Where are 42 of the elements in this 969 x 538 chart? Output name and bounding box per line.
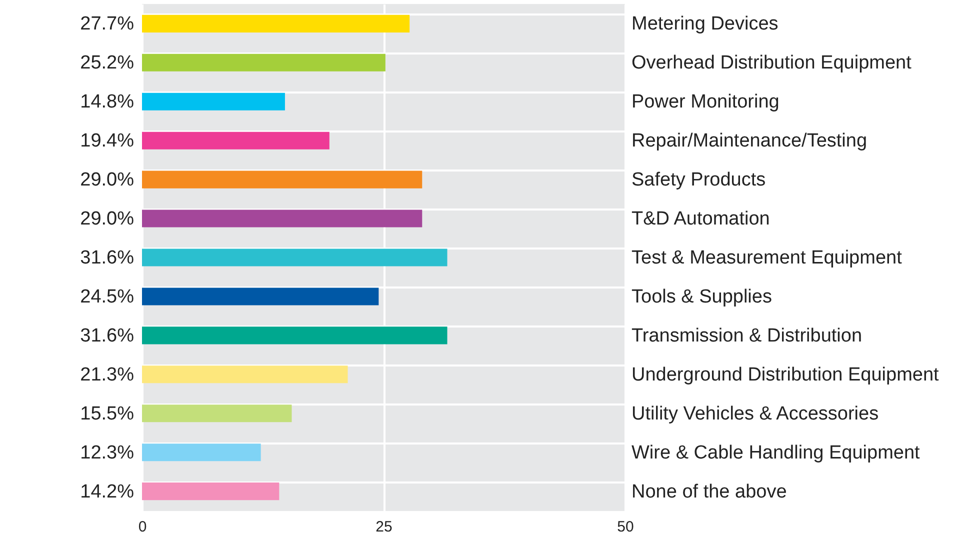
y-tick-label: None of the above xyxy=(632,481,787,502)
bar xyxy=(142,210,422,228)
data-label: 15.5% xyxy=(80,403,134,424)
y-tick-label: Tools & Supplies xyxy=(632,286,772,308)
bar xyxy=(142,288,379,306)
bar xyxy=(142,326,448,344)
y-tick-label: Safety Products xyxy=(632,170,766,191)
data-label: 27.7% xyxy=(80,14,134,35)
data-label: 14.2% xyxy=(80,481,134,502)
bar xyxy=(142,92,285,110)
data-label: 24.5% xyxy=(80,286,134,308)
y-tick-label: Wire & Cable Handling Equipment xyxy=(632,442,921,464)
bar xyxy=(142,14,410,32)
y-tick-label: Metering Devices xyxy=(632,14,778,35)
bar xyxy=(142,366,348,384)
y-tick-label: Underground Distribution Equipment xyxy=(632,364,940,386)
data-label: 14.8% xyxy=(80,92,134,113)
data-label: 12.3% xyxy=(80,442,134,464)
data-label: 25.2% xyxy=(80,52,134,74)
bar xyxy=(142,444,261,462)
y-tick-label: Test & Measurement Equipment xyxy=(632,248,903,268)
data-label: 31.6% xyxy=(80,248,134,268)
data-label: 19.4% xyxy=(80,130,134,152)
bar xyxy=(142,132,330,150)
x-tick-label: 0 xyxy=(138,518,147,536)
y-tick-label: T&D Automation xyxy=(632,208,770,230)
bar xyxy=(142,248,448,266)
data-label: 29.0% xyxy=(80,170,134,191)
y-tick-label: Power Monitoring xyxy=(632,92,780,113)
bar xyxy=(142,404,292,422)
x-tick-label: 50 xyxy=(617,518,634,536)
y-tick-label: Transmission & Distribution xyxy=(632,325,862,346)
data-label: 29.0% xyxy=(80,208,134,230)
bar xyxy=(142,54,386,72)
data-label: 21.3% xyxy=(80,364,134,386)
y-tick-label: Repair/Maintenance/Testing xyxy=(632,130,868,152)
y-tick-label: Overhead Distribution Equipment xyxy=(632,52,912,74)
data-label: 31.6% xyxy=(80,325,134,346)
bar xyxy=(142,170,422,188)
bar xyxy=(142,482,280,500)
y-tick-label: Utility Vehicles & Accessories xyxy=(632,403,879,424)
x-tick-label: 25 xyxy=(376,518,392,536)
